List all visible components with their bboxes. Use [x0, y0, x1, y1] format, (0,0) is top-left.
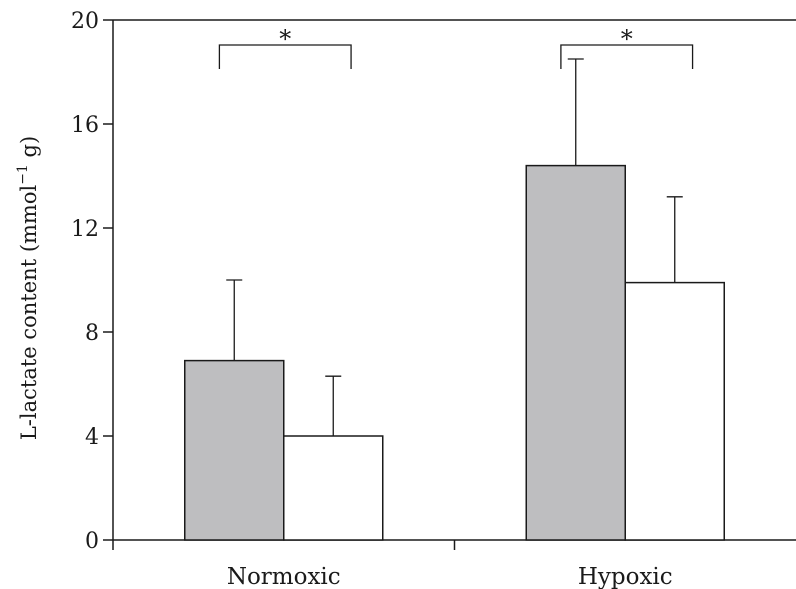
bars: [184, 164, 725, 541]
x-ticks: Normoxic Hypoxic: [112, 540, 673, 589]
y-tick-label: 8: [85, 321, 99, 346]
bar: [624, 281, 725, 541]
x-category-label: Hypoxic: [578, 564, 673, 589]
significance-bracket: [218, 44, 352, 69]
y-tick-label: 0: [85, 529, 99, 554]
error-bars: [226, 58, 683, 436]
bar: [283, 435, 384, 541]
y-tick-label: 12: [71, 217, 99, 242]
bar: [184, 359, 285, 541]
significance-star: *: [621, 25, 633, 53]
x-category-label: Normoxic: [227, 564, 341, 589]
bar: [525, 164, 626, 541]
y-axis-title-main: L-lactate content (mmol: [17, 185, 41, 441]
y-ticks: 0 4 8 12 16 20: [71, 9, 113, 554]
y-tick-label: 20: [71, 9, 99, 34]
y-axis-title: L-lactate content (mmol−1 g): [15, 136, 41, 440]
significance-bracket: [560, 44, 694, 69]
significance-star: *: [279, 25, 291, 53]
y-tick-label: 4: [85, 425, 99, 450]
significance-brackets: * *: [218, 25, 694, 69]
y-tick-label: 16: [71, 113, 99, 138]
y-axis-title-end: g): [17, 136, 41, 164]
y-axis-title-superscript: −1: [15, 164, 31, 185]
